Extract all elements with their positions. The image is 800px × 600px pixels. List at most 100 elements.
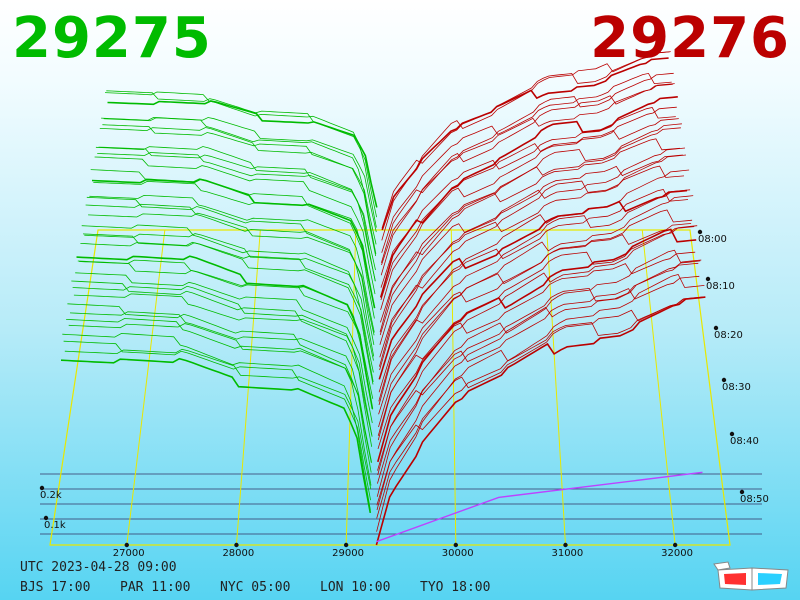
ask-depth-slice [381, 51, 670, 229]
time-tick-marker [697, 229, 703, 235]
bid-depth-slice [80, 241, 374, 385]
ask-depth-slice [381, 57, 669, 231]
bid-depth-slice [77, 259, 373, 410]
price-tick-marker [124, 542, 129, 548]
bid-depth-slice [66, 318, 372, 486]
bid-depth-slice [94, 156, 376, 295]
bid-depth-slice [86, 196, 375, 345]
bid-depth-slice [72, 285, 373, 436]
ask-price: 29276 [590, 6, 790, 71]
bid-depth-slice [60, 357, 372, 514]
ask-depth-slice [378, 209, 693, 428]
grid-floor [49, 229, 731, 546]
ask-depth-slice [380, 106, 677, 301]
bid-depth-slice [81, 224, 374, 383]
price-tick-label: 32000 [661, 548, 693, 559]
ask-depth-slice [379, 154, 687, 367]
ask-depth-slice [376, 259, 702, 511]
bid-depth-slice [98, 146, 376, 271]
ask-depth-slice [378, 189, 689, 393]
ask-depth-slice [378, 189, 688, 380]
ask-depth-slice [378, 189, 691, 402]
ask-depth-slice [377, 226, 695, 437]
time-tick-marker [705, 276, 711, 282]
bid-depth-slice [76, 255, 374, 409]
price-tick-label: 31000 [551, 548, 583, 559]
time-tick-marker [729, 431, 735, 437]
ask-depth-slice [381, 72, 672, 253]
ask-depth-slice [377, 228, 697, 463]
ask-depth-slice [379, 165, 685, 358]
bid-depth-slice [91, 178, 376, 309]
bid-depth-slice [107, 100, 378, 208]
ask-depth-slice [377, 225, 698, 476]
bid-depth-slice [97, 152, 376, 282]
bid-depth-slice [84, 233, 374, 361]
ask-depth-slice [379, 123, 682, 333]
depth-tick-label: 0.2k [40, 490, 62, 501]
depth-tick-marker [43, 515, 49, 521]
bid-depth-slice [106, 90, 377, 218]
price-tick-marker [672, 542, 678, 548]
bid-depth-slice [93, 180, 376, 308]
bid-depth-slice [68, 323, 372, 464]
bid-depth-slice [90, 169, 375, 319]
ask-depth-slice [380, 138, 680, 323]
bid-depth-slice [88, 212, 375, 336]
ask-depth-slice [377, 195, 694, 441]
price-tick-label: 28000 [222, 548, 254, 559]
ask-depth-series [375, 51, 706, 546]
bid-depth-slice [63, 340, 371, 501]
bid-depth-slice [102, 124, 377, 245]
price-tick-label: 30000 [442, 548, 474, 559]
ask-depth-slice [380, 118, 679, 311]
timezone-clock: LON 10:00 [320, 580, 391, 595]
ask-depth-slice [375, 296, 706, 546]
bid-depth-slice [85, 203, 375, 357]
ask-depth-slice [381, 72, 674, 264]
ask-depth-slice [377, 275, 700, 484]
ask-depth-slice [376, 249, 701, 497]
ask-depth-slice [380, 107, 676, 288]
bid-depth-slice [64, 348, 372, 490]
ask-depth-slice [380, 83, 675, 276]
timezone-clock: PAR 11:00 [120, 580, 191, 595]
price-grid-line [345, 229, 357, 546]
ask-depth-slice [381, 51, 671, 241]
tick-labels: 27000 28000 29000 30000 31000 32000 08:00 08:10… [39, 229, 769, 559]
bid-depth-slice [69, 311, 372, 462]
depth-tick-label: 0.1k [44, 520, 66, 531]
bid-depth-series [60, 90, 378, 514]
price-tick-marker [563, 542, 568, 548]
time-tick-label: 08:10 [706, 281, 735, 292]
timezone-clock: BJS 17:00 [20, 580, 91, 595]
timezone-clock: NYC 05:00 [220, 580, 291, 595]
ask-depth-slice [376, 274, 705, 532]
bid-depth-slice [103, 117, 377, 233]
ask-depth-slice [379, 96, 678, 298]
timezone-clock: TYO 18:00 [420, 580, 491, 595]
time-tick-marker [721, 377, 727, 383]
time-tick-label: 08:40 [730, 436, 759, 447]
bid-depth-slice [75, 272, 373, 424]
price-grid-line [450, 229, 457, 546]
price-grid-line [641, 229, 676, 546]
ask-depth-slice [376, 297, 703, 506]
time-tick-marker [713, 325, 719, 331]
ask-depth-slice [379, 154, 683, 345]
3d-glasses-icon[interactable] [712, 560, 792, 592]
bid-depth-slice [82, 233, 374, 373]
bid-depth-slice [73, 293, 373, 437]
price-tick-marker [234, 542, 239, 548]
time-tick-label: 08:50 [740, 494, 769, 505]
ask-depth-slice [376, 296, 704, 519]
depth-tick-marker [39, 485, 45, 491]
spot-price-line [376, 471, 703, 543]
price-tick-label: 29000 [332, 548, 364, 559]
bid-depth-slice [104, 91, 377, 228]
bid-price: 29275 [12, 6, 212, 71]
ask-depth-slice [379, 147, 686, 371]
price-grid-line [546, 229, 566, 546]
bid-depth-slice [67, 303, 372, 473]
